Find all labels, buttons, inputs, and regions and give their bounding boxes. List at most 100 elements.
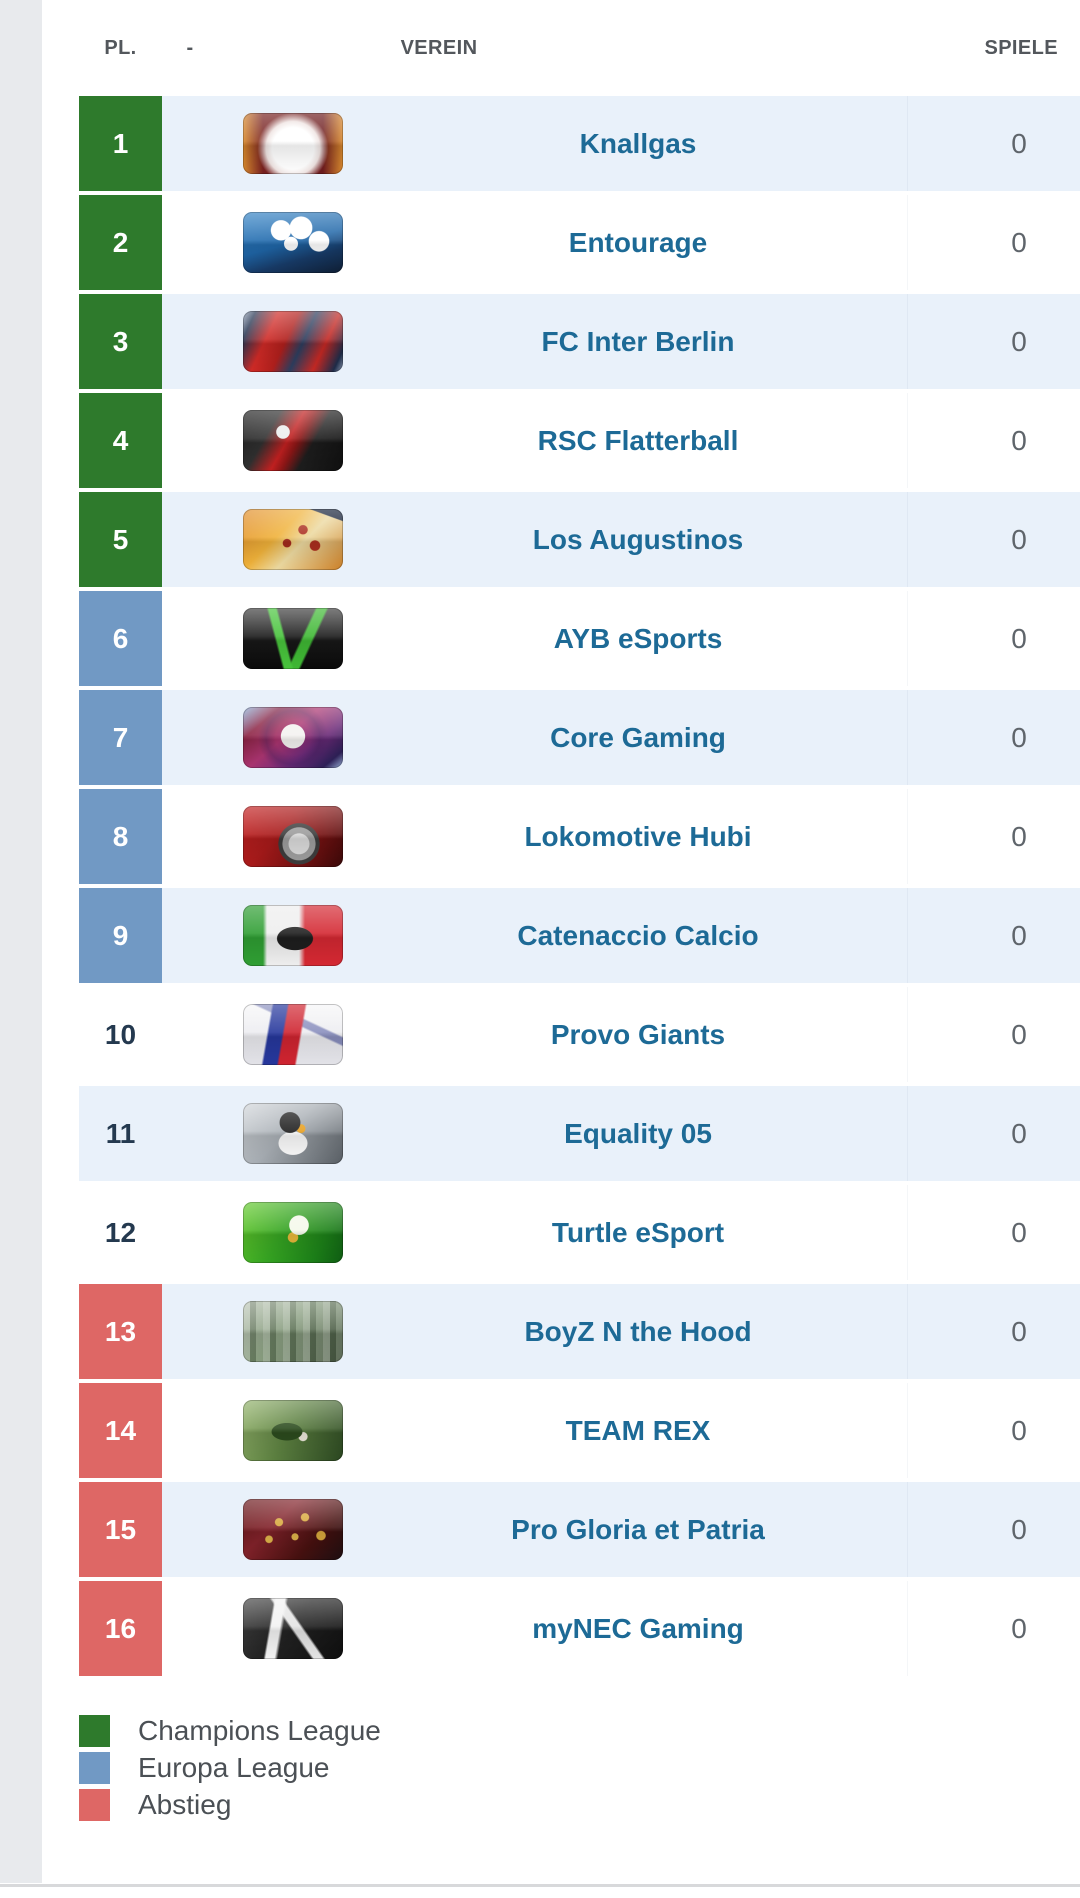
table-row[interactable]: 10 Provo Giants 0 [79, 987, 1080, 1082]
position-badge: 5 [79, 492, 162, 587]
team-name: AYB eSports [553, 623, 723, 654]
table-row[interactable]: 12 Turtle eSport 0 [79, 1185, 1080, 1280]
games-count: 0 [1011, 722, 1027, 753]
team-name: BoyZ N the Hood [524, 1316, 752, 1347]
standings-table: 1 Knallgas 0 2 Entourage 0 3 FC Inter Berlin 0 4 R… [79, 96, 1080, 1680]
games-count: 0 [1011, 227, 1027, 258]
legend-item: Champions League [79, 1715, 381, 1747]
logo-gloss-overlay [243, 707, 343, 768]
heraldic-crest-logo-icon [243, 1499, 343, 1560]
table-header: PL. - VEREIN SPIELE [0, 30, 1080, 66]
left-gutter [0, 0, 42, 1883]
table-row[interactable]: 4 RSC Flatterball 0 [79, 393, 1080, 488]
position-badge: 12 [104, 1216, 137, 1248]
city-skyline-logo-icon [243, 1301, 343, 1362]
legend-item: Europa League [79, 1752, 381, 1784]
games-count: 0 [1011, 1514, 1027, 1545]
team-name: Lokomotive Hubi [524, 821, 752, 852]
team-name: FC Inter Berlin [541, 326, 735, 357]
team-name: RSC Flatterball [537, 425, 739, 456]
logo-gloss-overlay [243, 1598, 343, 1659]
logo-gloss-overlay [243, 1301, 343, 1362]
position-badge: 10 [104, 1018, 137, 1050]
paw-clouds-logo-icon [243, 212, 343, 273]
table-row[interactable]: 9 Catenaccio Calcio 0 [79, 888, 1080, 983]
column-header-movement: - [186, 37, 194, 59]
team-name: Knallgas [579, 128, 697, 159]
position-badge: 11 [105, 1117, 136, 1149]
position-badge: 15 [79, 1482, 162, 1577]
table-row[interactable]: 1 Knallgas 0 [79, 96, 1080, 191]
table-row[interactable]: 14 TEAM REX 0 [79, 1383, 1080, 1478]
games-count: 0 [1011, 128, 1027, 159]
pizza-logo-icon [243, 509, 343, 570]
logo-gloss-overlay [243, 1004, 343, 1065]
games-count: 0 [1011, 524, 1027, 555]
games-count: 0 [1011, 1613, 1027, 1644]
table-row[interactable]: 8 Lokomotive Hubi 0 [79, 789, 1080, 884]
logo-gloss-overlay [243, 1499, 343, 1560]
games-count: 0 [1011, 1019, 1027, 1050]
position-badge: 3 [79, 294, 162, 389]
team-name: Pro Gloria et Patria [511, 1514, 765, 1545]
games-count: 0 [1011, 425, 1027, 456]
games-count: 0 [1011, 1217, 1027, 1248]
logo-gloss-overlay [243, 113, 343, 174]
logo-gloss-overlay [243, 1400, 343, 1461]
table-row[interactable]: 16 myNEC Gaming 0 [79, 1581, 1080, 1676]
table-row[interactable]: 11 Equality 05 0 [79, 1086, 1080, 1181]
column-header-games: SPIELE [984, 37, 1058, 59]
legend-color-swatch [79, 1752, 110, 1784]
legend-label: Champions League [138, 1715, 381, 1746]
legend-color-swatch [79, 1715, 110, 1747]
games-count: 0 [1011, 623, 1027, 654]
table-row[interactable]: 15 Pro Gloria et Patria 0 [79, 1482, 1080, 1577]
team-name: myNEC Gaming [532, 1613, 744, 1644]
green-arrows-logo-icon [243, 608, 343, 669]
team-name: Catenaccio Calcio [517, 920, 759, 951]
legend-item: Abstieg [79, 1789, 381, 1821]
table-row[interactable]: 7 Core Gaming 0 [79, 690, 1080, 785]
team-name: Provo Giants [550, 1019, 726, 1050]
games-count: 0 [1011, 1118, 1027, 1149]
lion-face-logo-icon [243, 707, 343, 768]
position-badge: 6 [79, 591, 162, 686]
red-blue-stripes-logo-icon [243, 311, 343, 372]
legend-label: Abstieg [138, 1789, 232, 1820]
table-row[interactable]: 13 BoyZ N the Hood 0 [79, 1284, 1080, 1379]
logo-gloss-overlay [243, 1202, 343, 1263]
legend-color-swatch [79, 1789, 110, 1821]
position-badge: 14 [79, 1383, 162, 1478]
penguin-logo-icon [243, 1103, 343, 1164]
table-row[interactable]: 2 Entourage 0 [79, 195, 1080, 290]
dinosaur-head-logo-icon [243, 1400, 343, 1461]
bottom-divider [0, 1884, 1080, 1887]
black-red-bird-logo-icon [243, 410, 343, 471]
table-row[interactable]: 3 FC Inter Berlin 0 [79, 294, 1080, 389]
logo-gloss-overlay [243, 410, 343, 471]
black-white-swoosh-logo-icon [243, 1598, 343, 1659]
team-name: Los Augustinos [532, 524, 744, 555]
logo-gloss-overlay [243, 905, 343, 966]
explosion-logo-icon [243, 113, 343, 174]
logo-gloss-overlay [243, 806, 343, 867]
position-badge: 13 [79, 1284, 162, 1379]
games-count: 0 [1011, 821, 1027, 852]
team-name: Core Gaming [550, 722, 726, 753]
games-count: 0 [1011, 920, 1027, 951]
team-name: Entourage [568, 227, 708, 258]
games-count: 0 [1011, 1316, 1027, 1347]
position-badge: 7 [79, 690, 162, 785]
train-wheel-logo-icon [243, 806, 343, 867]
column-header-club: VEREIN [400, 37, 478, 59]
table-row[interactable]: 6 AYB eSports 0 [79, 591, 1080, 686]
legend-label: Europa League [138, 1752, 330, 1783]
logo-gloss-overlay [243, 311, 343, 372]
italian-flag-chain-logo-icon [243, 905, 343, 966]
logo-gloss-overlay [243, 509, 343, 570]
position-badge: 1 [79, 96, 162, 191]
logo-gloss-overlay [243, 608, 343, 669]
position-badge: 9 [79, 888, 162, 983]
team-name: Turtle eSport [551, 1217, 725, 1248]
table-row[interactable]: 5 Los Augustinos 0 [79, 492, 1080, 587]
